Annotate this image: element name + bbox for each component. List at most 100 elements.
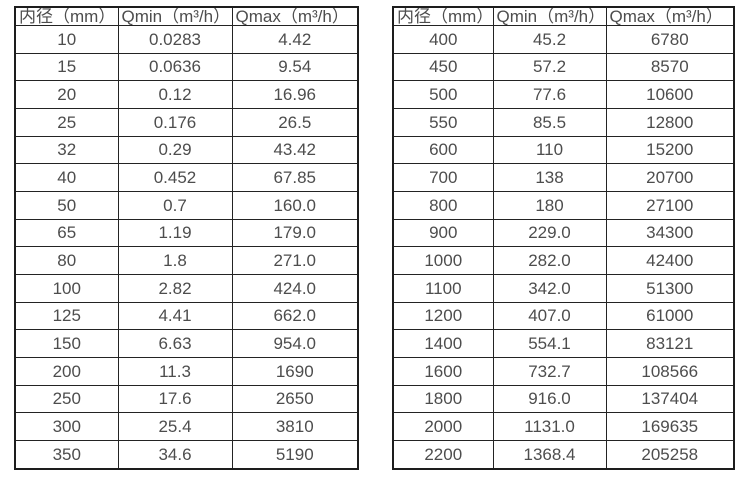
table-row: 700 138 20700 bbox=[392, 163, 735, 192]
table-row: 800 180 27100 bbox=[392, 190, 735, 220]
table-cell: 57.2 bbox=[492, 52, 607, 82]
table-cell: 1000 bbox=[392, 246, 494, 275]
table-cell: 400 bbox=[392, 25, 494, 54]
table-cell: 108566 bbox=[605, 356, 735, 386]
table-cell: 1600 bbox=[392, 356, 494, 386]
table-cell: 110 bbox=[492, 135, 607, 165]
table-cell: 6780 bbox=[605, 25, 735, 54]
table-cell: 1800 bbox=[392, 384, 494, 414]
table-cell: 137404 bbox=[605, 384, 735, 414]
table-row: 150 6.63 954.0 bbox=[14, 329, 359, 358]
table-cell: 83121 bbox=[605, 329, 735, 358]
table-cell: 4.42 bbox=[231, 25, 359, 54]
table-cell: 169635 bbox=[605, 412, 735, 441]
table-cell: 271.0 bbox=[231, 246, 359, 275]
table-cell: 1690 bbox=[231, 356, 359, 386]
table-row: 1100 342.0 51300 bbox=[392, 273, 735, 303]
table-cell: 25 bbox=[14, 107, 119, 137]
table-row: 300 25.4 3810 bbox=[14, 412, 359, 441]
flow-spec-table-small-diameters-wrap: 内径（mm） Qmin（m³/h） Qmax（m³/h） 10 0.0283 4.4… bbox=[14, 6, 359, 470]
table-row: 350 34.6 5190 bbox=[14, 439, 359, 470]
table-cell: 1400 bbox=[392, 329, 494, 358]
table-cell: 125 bbox=[14, 301, 119, 331]
header-inner-diameter: 内径（mm） bbox=[392, 6, 494, 26]
table-cell: 10600 bbox=[605, 80, 735, 109]
table-row: 80 1.8 271.0 bbox=[14, 246, 359, 275]
table-cell: 600 bbox=[392, 135, 494, 165]
table-cell: 0.0636 bbox=[117, 52, 233, 82]
table-cell: 85.5 bbox=[492, 107, 607, 137]
table-row: 400 45.2 6780 bbox=[392, 25, 735, 54]
header-qmax: Qmax（m³/h） bbox=[605, 6, 735, 26]
table-cell: 5190 bbox=[231, 439, 359, 470]
table-row: 32 0.29 43.42 bbox=[14, 135, 359, 165]
table-cell: 160.0 bbox=[231, 190, 359, 220]
table-cell: 229.0 bbox=[492, 218, 607, 248]
table-cell: 77.6 bbox=[492, 80, 607, 109]
table-cell: 1100 bbox=[392, 273, 494, 303]
flow-spec-table-large-diameters-wrap: 内径（mm） Qmin（m³/h） Qmax（m³/h） 400 45.2 6780… bbox=[392, 6, 735, 470]
table-cell: 67.85 bbox=[231, 163, 359, 192]
table-cell: 61000 bbox=[605, 301, 735, 331]
table-cell: 45.2 bbox=[492, 25, 607, 54]
table-cell: 500 bbox=[392, 80, 494, 109]
table-cell: 2000 bbox=[392, 412, 494, 441]
table-cell: 916.0 bbox=[492, 384, 607, 414]
table-cell: 80 bbox=[14, 246, 119, 275]
table-row: 1000 282.0 42400 bbox=[392, 246, 735, 275]
table-cell: 1200 bbox=[392, 301, 494, 331]
table-row: 1600 732.7 108566 bbox=[392, 356, 735, 386]
table-cell: 9.54 bbox=[231, 52, 359, 82]
table-cell: 700 bbox=[392, 163, 494, 192]
table-row: 250 17.6 2650 bbox=[14, 384, 359, 414]
table-cell: 43.42 bbox=[231, 135, 359, 165]
table-row: 25 0.176 26.5 bbox=[14, 107, 359, 137]
table-cell: 180 bbox=[492, 190, 607, 220]
header-inner-diameter: 内径（mm） bbox=[14, 6, 119, 26]
table-row: 65 1.19 179.0 bbox=[14, 218, 359, 248]
table-row: 1200 407.0 61000 bbox=[392, 301, 735, 331]
table-cell: 0.0283 bbox=[117, 25, 233, 54]
table-cell: 42400 bbox=[605, 246, 735, 275]
table-row: 100 2.82 424.0 bbox=[14, 273, 359, 303]
table-row: 40 0.452 67.85 bbox=[14, 163, 359, 192]
table-cell: 0.29 bbox=[117, 135, 233, 165]
table-cell: 1.8 bbox=[117, 246, 233, 275]
flow-spec-table-large-diameters: 内径（mm） Qmin（m³/h） Qmax（m³/h） 400 45.2 6780… bbox=[392, 6, 735, 470]
table-cell: 20 bbox=[14, 80, 119, 109]
table-cell: 4.41 bbox=[117, 301, 233, 331]
table-row: 50 0.7 160.0 bbox=[14, 190, 359, 220]
table-cell: 300 bbox=[14, 412, 119, 441]
header-qmin: Qmin（m³/h） bbox=[117, 6, 233, 26]
table-cell: 3810 bbox=[231, 412, 359, 441]
table-cell: 20700 bbox=[605, 163, 735, 192]
table-row: 125 4.41 662.0 bbox=[14, 301, 359, 331]
table-cell: 554.1 bbox=[492, 329, 607, 358]
table-cell: 2.82 bbox=[117, 273, 233, 303]
table-cell: 205258 bbox=[605, 439, 735, 470]
table-cell: 800 bbox=[392, 190, 494, 220]
table-cell: 900 bbox=[392, 218, 494, 248]
table-cell: 15200 bbox=[605, 135, 735, 165]
table-cell: 15 bbox=[14, 52, 119, 82]
table-cell: 250 bbox=[14, 384, 119, 414]
table-row: 550 85.5 12800 bbox=[392, 107, 735, 137]
table-cell: 65 bbox=[14, 218, 119, 248]
table-cell: 1368.4 bbox=[492, 439, 607, 470]
table-row: 450 57.2 8570 bbox=[392, 52, 735, 82]
table-header-row: 内径（mm） Qmin（m³/h） Qmax（m³/h） bbox=[392, 6, 735, 26]
table-cell: 34300 bbox=[605, 218, 735, 248]
table-cell: 50 bbox=[14, 190, 119, 220]
table-cell: 8570 bbox=[605, 52, 735, 82]
table-cell: 200 bbox=[14, 356, 119, 386]
table-cell: 2200 bbox=[392, 439, 494, 470]
table-row: 20 0.12 16.96 bbox=[14, 80, 359, 109]
table-cell: 16.96 bbox=[231, 80, 359, 109]
table-cell: 26.5 bbox=[231, 107, 359, 137]
table-cell: 732.7 bbox=[492, 356, 607, 386]
header-qmin: Qmin（m³/h） bbox=[492, 6, 607, 26]
table-row: 10 0.0283 4.42 bbox=[14, 25, 359, 54]
table-cell: 150 bbox=[14, 329, 119, 358]
table-cell: 350 bbox=[14, 439, 119, 470]
table-cell: 2650 bbox=[231, 384, 359, 414]
